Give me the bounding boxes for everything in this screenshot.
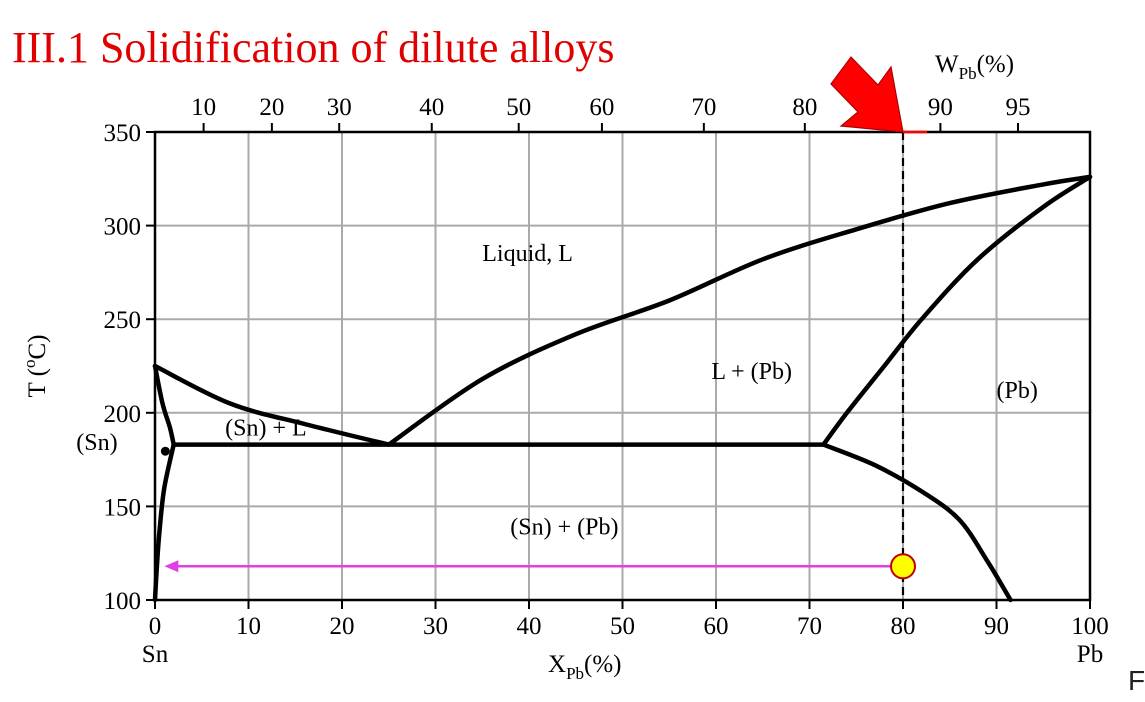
phase-boundaries [152, 174, 1093, 603]
curve-liquidus-left [152, 363, 392, 447]
curve-solvus-sn [152, 442, 176, 603]
x-tick-label: 30 [423, 613, 448, 640]
region-label: (Pb) [997, 378, 1038, 404]
curve-solidus-pb [821, 174, 1093, 447]
top-tick-label: 20 [259, 94, 284, 121]
annotations [160, 56, 927, 600]
x-tick-label: 20 [330, 613, 355, 640]
x-tick-label: 0 [149, 613, 162, 640]
top-axis-label: WPb(%) [935, 51, 1014, 83]
region-label: (Sn) + L [225, 415, 307, 441]
y-tick-label: 250 [104, 307, 142, 334]
corner-glyph: F [1128, 665, 1145, 696]
curve-liquidus-right [386, 174, 1093, 447]
x-tick-label: 60 [704, 613, 729, 640]
y-axis-label: T (oC) [20, 335, 51, 398]
top-tick-label: 30 [327, 94, 352, 121]
top-tick-label: 10 [191, 94, 216, 121]
top-tick-label: 90 [928, 94, 953, 121]
top-tick-label: 40 [419, 94, 444, 121]
region-label: L + (Pb) [711, 359, 792, 385]
top-tick-label: 80 [792, 94, 817, 121]
y-tick-label: 200 [104, 401, 142, 428]
y-tick-label: 300 [104, 214, 142, 241]
x-tick-label: 40 [517, 613, 542, 640]
x-tick-label: 80 [891, 613, 916, 640]
slide-title: III.1 Solidification of dilute alloys [12, 23, 614, 72]
x-tick-label: 70 [797, 613, 822, 640]
end-label-pb: Pb [1077, 641, 1103, 668]
y-tick-label: 100 [104, 588, 142, 615]
top-tick-label: 50 [506, 94, 531, 121]
x-tick-label: 100 [1071, 613, 1109, 640]
grid [146, 123, 1092, 609]
x-axis-label: XPb(%) [548, 651, 622, 683]
x-tick-label: 50 [610, 613, 635, 640]
x-tick-label: 90 [984, 613, 1009, 640]
sn-point-dot [160, 446, 170, 456]
curve-solvus-pb [821, 442, 1013, 603]
top-tick-label: 60 [589, 94, 614, 121]
y-tick-label: 350 [104, 120, 142, 147]
curve-solidus-sn [152, 363, 176, 447]
pointer-arrow-icon [830, 56, 904, 133]
cooling-arrow-head [164, 560, 179, 573]
top-tick-label: 70 [691, 94, 716, 121]
state-marker [890, 553, 916, 580]
labels: 0 10 20 30 40 50 60 70 80 90 100 100 150 200 250 300 350… [20, 51, 1109, 683]
region-label: (Sn) [76, 430, 117, 456]
region-label: Liquid, L [482, 241, 573, 267]
top-tick-label: 95 [1006, 94, 1031, 121]
region-label: (Sn) + (Pb) [510, 514, 618, 540]
y-tick-label: 150 [104, 494, 142, 521]
x-tick-label: 10 [236, 613, 261, 640]
end-label-sn: Sn [142, 641, 169, 668]
